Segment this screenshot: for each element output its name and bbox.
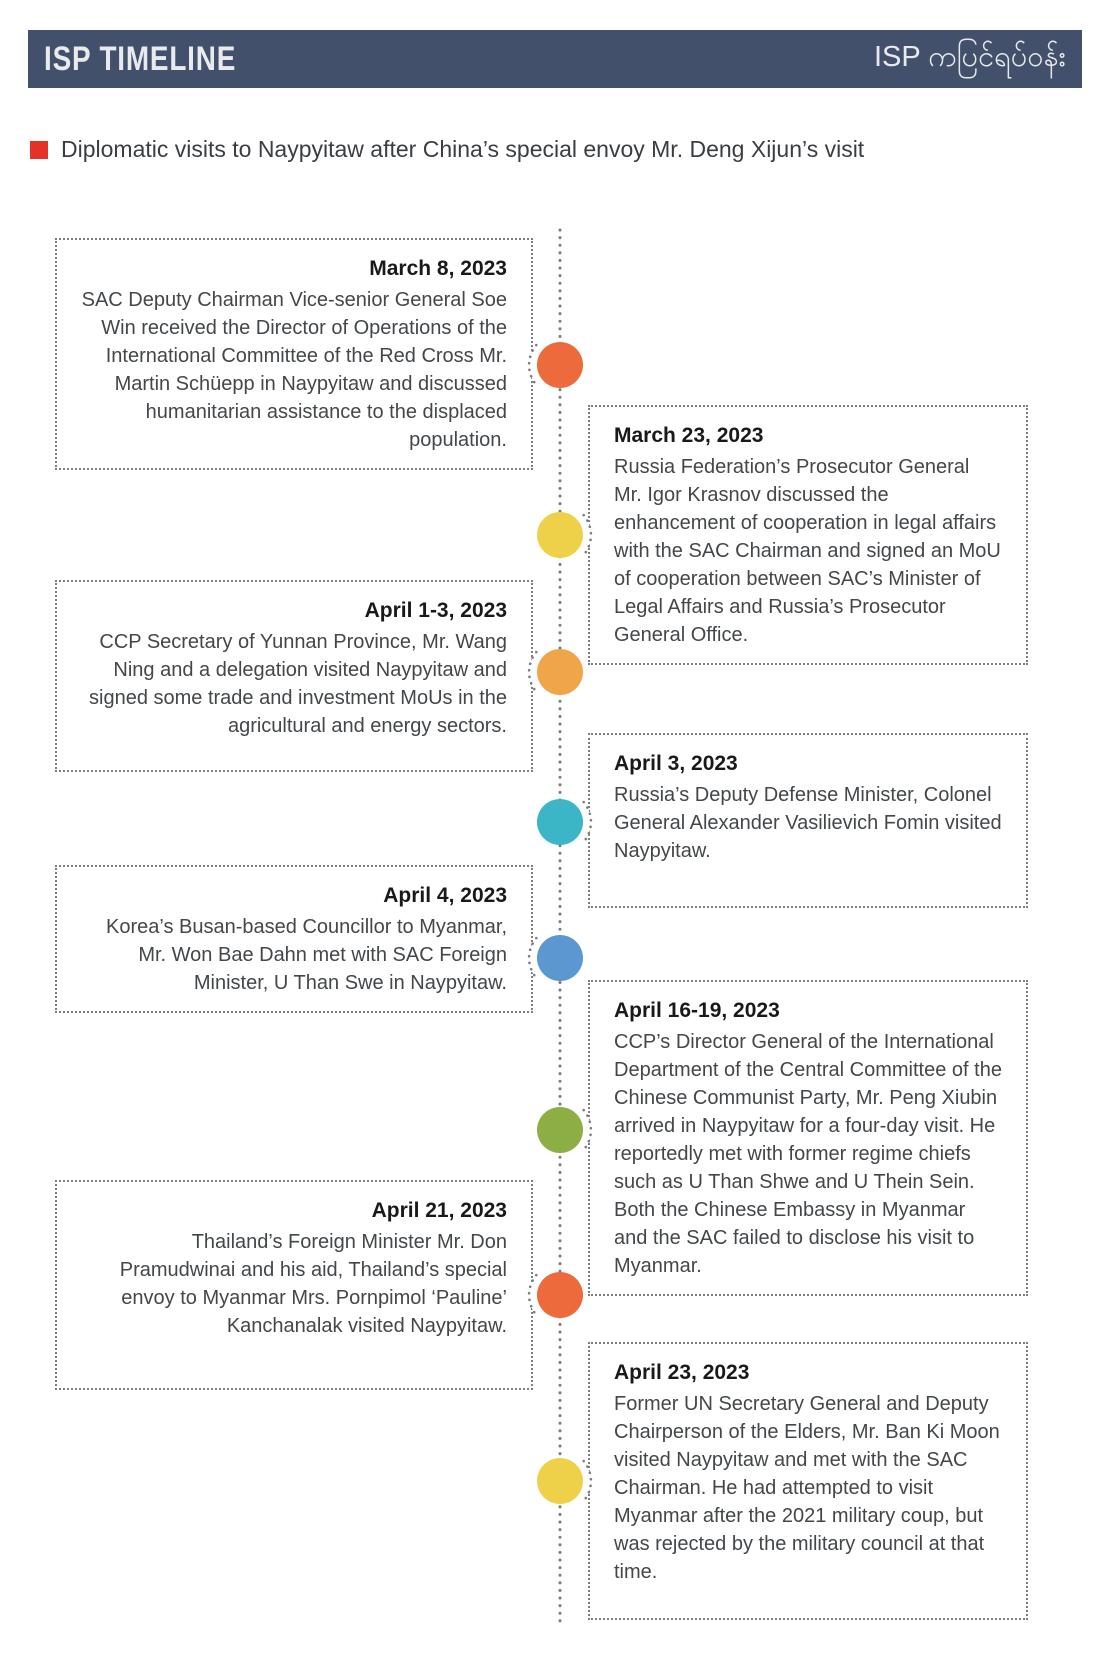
event-date: April 23, 2023 <box>614 1361 750 1384</box>
event-description: Former UN Secretary General and Deputy C… <box>614 1393 1000 1583</box>
timeline-event-box: March 8, 2023 SAC Deputy Chairman Vice-se… <box>55 238 533 470</box>
event-date: March 23, 2023 <box>614 424 764 447</box>
event-date: April 3, 2023 <box>614 752 738 775</box>
section-title-row: Diplomatic visits to Naypyitaw after Chi… <box>30 136 864 163</box>
section-title: Diplomatic visits to Naypyitaw after Chi… <box>61 136 865 162</box>
timeline-dot <box>537 649 583 695</box>
event-description: CCP’s Director General of the Internatio… <box>614 1031 1002 1277</box>
timeline-dot <box>537 1107 583 1153</box>
timeline-event-box: March 23, 2023 Russia Federation’s Prosec… <box>588 405 1028 665</box>
timeline-event-box: April 16-19, 2023 CCP’s Director General … <box>588 980 1028 1296</box>
timeline-dot <box>537 1458 583 1504</box>
timeline-dot <box>537 342 583 388</box>
timeline-dot <box>537 1272 583 1318</box>
section-bullet-icon <box>30 140 48 159</box>
timeline-event-box: April 23, 2023 Former UN Secretary Genera… <box>588 1342 1028 1620</box>
event-date: April 4, 2023 <box>383 884 507 907</box>
event-description: Korea’s Busan-based Councillor to Myanma… <box>106 916 507 994</box>
event-description: Russia’s Deputy Defense Minister, Colone… <box>614 784 1002 862</box>
timeline-event-box: April 4, 2023 Korea’s Busan-based Council… <box>55 865 533 1013</box>
event-description: Russia Federation’s Prosecutor General M… <box>614 456 1001 646</box>
timeline-event-box: April 3, 2023 Russia’s Deputy Defense Min… <box>588 733 1028 908</box>
page-title-burmese: ISP ကပြင်ရပ်ဝန်း <box>874 40 1066 73</box>
timeline-event-box: April 21, 2023 Thailand’s Foreign Ministe… <box>55 1180 533 1390</box>
event-date: March 8, 2023 <box>369 257 507 280</box>
event-date: April 1-3, 2023 <box>364 599 507 622</box>
timeline-dot <box>537 512 583 558</box>
header-bar: ISP TIMELINE ISP ကပြင်ရပ်ဝန်း <box>28 30 1082 88</box>
page-title: ISP TIMELINE <box>44 39 237 78</box>
event-description: CCP Secretary of Yunnan Province, Mr. Wa… <box>89 631 507 737</box>
event-date: April 16-19, 2023 <box>614 999 780 1022</box>
event-description: SAC Deputy Chairman Vice-senior General … <box>81 289 507 451</box>
timeline-event-box: April 1-3, 2023 CCP Secretary of Yunnan P… <box>55 580 533 772</box>
event-description: Thailand’s Foreign Minister Mr. Don Pram… <box>119 1231 507 1337</box>
event-date: April 21, 2023 <box>371 1199 507 1222</box>
timeline-dot <box>537 935 583 981</box>
timeline-dot <box>537 799 583 845</box>
